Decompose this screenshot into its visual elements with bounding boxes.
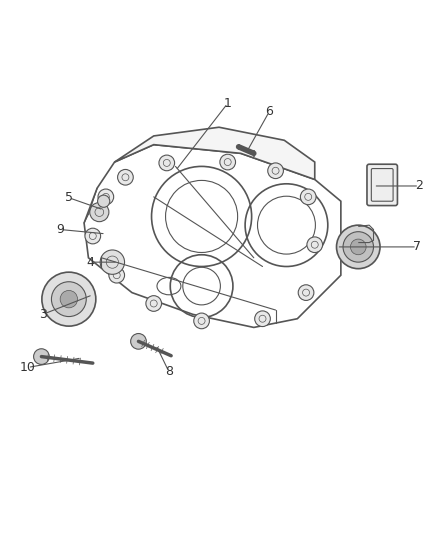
- Text: 1: 1: [224, 97, 232, 110]
- FancyBboxPatch shape: [367, 164, 397, 206]
- Circle shape: [90, 203, 109, 222]
- Circle shape: [220, 154, 236, 170]
- Circle shape: [60, 290, 78, 308]
- Circle shape: [42, 272, 96, 326]
- Text: 5: 5: [65, 191, 73, 204]
- Text: 8: 8: [165, 365, 173, 378]
- Text: 4: 4: [87, 256, 95, 269]
- Circle shape: [98, 195, 110, 207]
- Circle shape: [146, 296, 162, 311]
- Circle shape: [300, 189, 316, 205]
- Circle shape: [131, 334, 146, 349]
- Circle shape: [298, 285, 314, 301]
- Circle shape: [51, 282, 86, 317]
- Circle shape: [343, 232, 374, 262]
- Text: 10: 10: [20, 361, 35, 374]
- Circle shape: [336, 225, 380, 269]
- Circle shape: [98, 189, 114, 205]
- Circle shape: [159, 155, 175, 171]
- Circle shape: [254, 311, 270, 327]
- Text: 6: 6: [265, 106, 273, 118]
- Circle shape: [307, 237, 322, 253]
- Polygon shape: [115, 127, 315, 180]
- Text: 7: 7: [413, 240, 421, 253]
- Text: 2: 2: [415, 180, 423, 192]
- Circle shape: [350, 239, 366, 255]
- Circle shape: [117, 169, 133, 185]
- Text: 3: 3: [39, 308, 47, 321]
- Text: 9: 9: [56, 223, 64, 236]
- Circle shape: [109, 268, 124, 283]
- Circle shape: [34, 349, 49, 365]
- Circle shape: [100, 250, 124, 274]
- Circle shape: [85, 228, 101, 244]
- Circle shape: [194, 313, 209, 329]
- Circle shape: [268, 163, 283, 179]
